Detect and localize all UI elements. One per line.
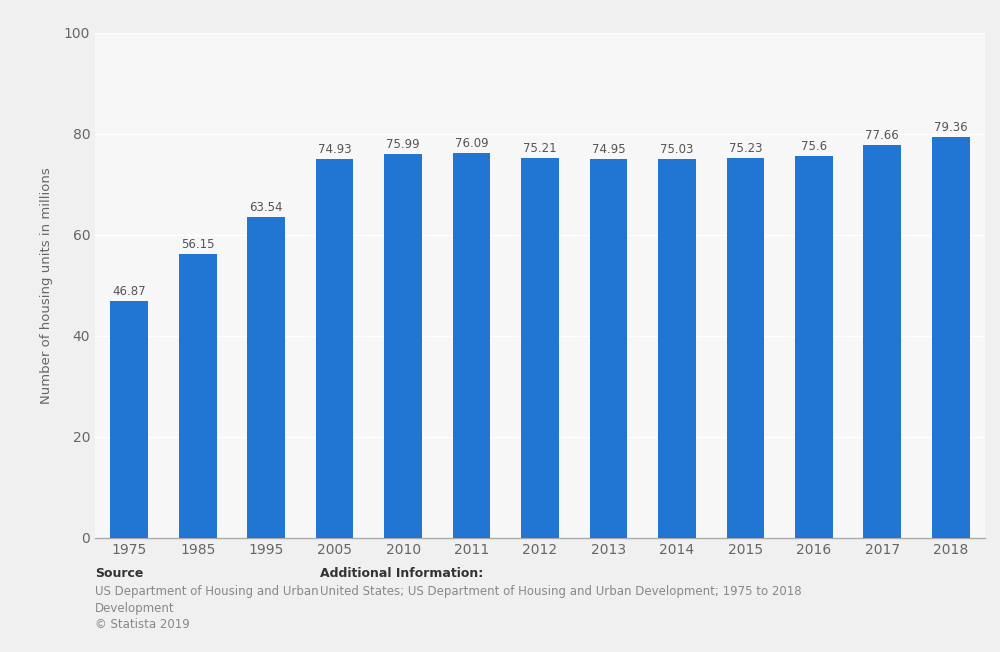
Bar (727, 158, 764, 538)
Bar (316, 159, 353, 538)
Text: 63.54: 63.54 (249, 201, 283, 214)
Bar (863, 145, 901, 538)
Text: US Department of Housing and Urban: US Department of Housing and Urban (95, 585, 319, 599)
Bar (848, 33, 917, 538)
Text: Source: Source (95, 567, 143, 580)
Text: 75.21: 75.21 (523, 142, 557, 155)
Text: Development: Development (95, 602, 175, 615)
Bar (795, 156, 833, 538)
Bar (247, 217, 285, 538)
Bar (369, 33, 437, 538)
Bar (95, 33, 163, 538)
Bar (110, 301, 148, 538)
Text: United States; US Department of Housing and Urban Development; 1975 to 2018: United States; US Department of Housing … (320, 585, 802, 599)
Bar (300, 33, 369, 538)
Bar (590, 159, 627, 538)
Text: 75.99: 75.99 (386, 138, 420, 151)
Text: 76.09: 76.09 (455, 138, 488, 151)
Bar (163, 33, 232, 538)
Text: © Statista 2019: © Statista 2019 (95, 618, 190, 631)
Bar (437, 33, 506, 538)
Text: 75.6: 75.6 (801, 140, 827, 153)
Text: 75.03: 75.03 (660, 143, 694, 156)
Y-axis label: Number of housing units in millions: Number of housing units in millions (40, 167, 53, 404)
Bar (521, 158, 559, 538)
Bar (384, 154, 422, 538)
Text: 74.93: 74.93 (318, 143, 351, 156)
Text: 75.23: 75.23 (729, 141, 762, 155)
Bar (179, 254, 217, 538)
Text: 77.66: 77.66 (865, 130, 899, 142)
Bar (506, 33, 574, 538)
Bar (711, 33, 780, 538)
Text: 79.36: 79.36 (934, 121, 968, 134)
Text: 56.15: 56.15 (181, 238, 214, 251)
Bar (780, 33, 848, 538)
Text: 74.95: 74.95 (592, 143, 625, 156)
Bar (917, 33, 985, 538)
Bar (643, 33, 711, 538)
Bar (658, 159, 696, 538)
Bar (453, 153, 490, 538)
Bar (574, 33, 643, 538)
Bar (232, 33, 300, 538)
Text: 46.87: 46.87 (112, 285, 146, 298)
Bar (932, 137, 970, 538)
Text: Additional Information:: Additional Information: (320, 567, 483, 580)
